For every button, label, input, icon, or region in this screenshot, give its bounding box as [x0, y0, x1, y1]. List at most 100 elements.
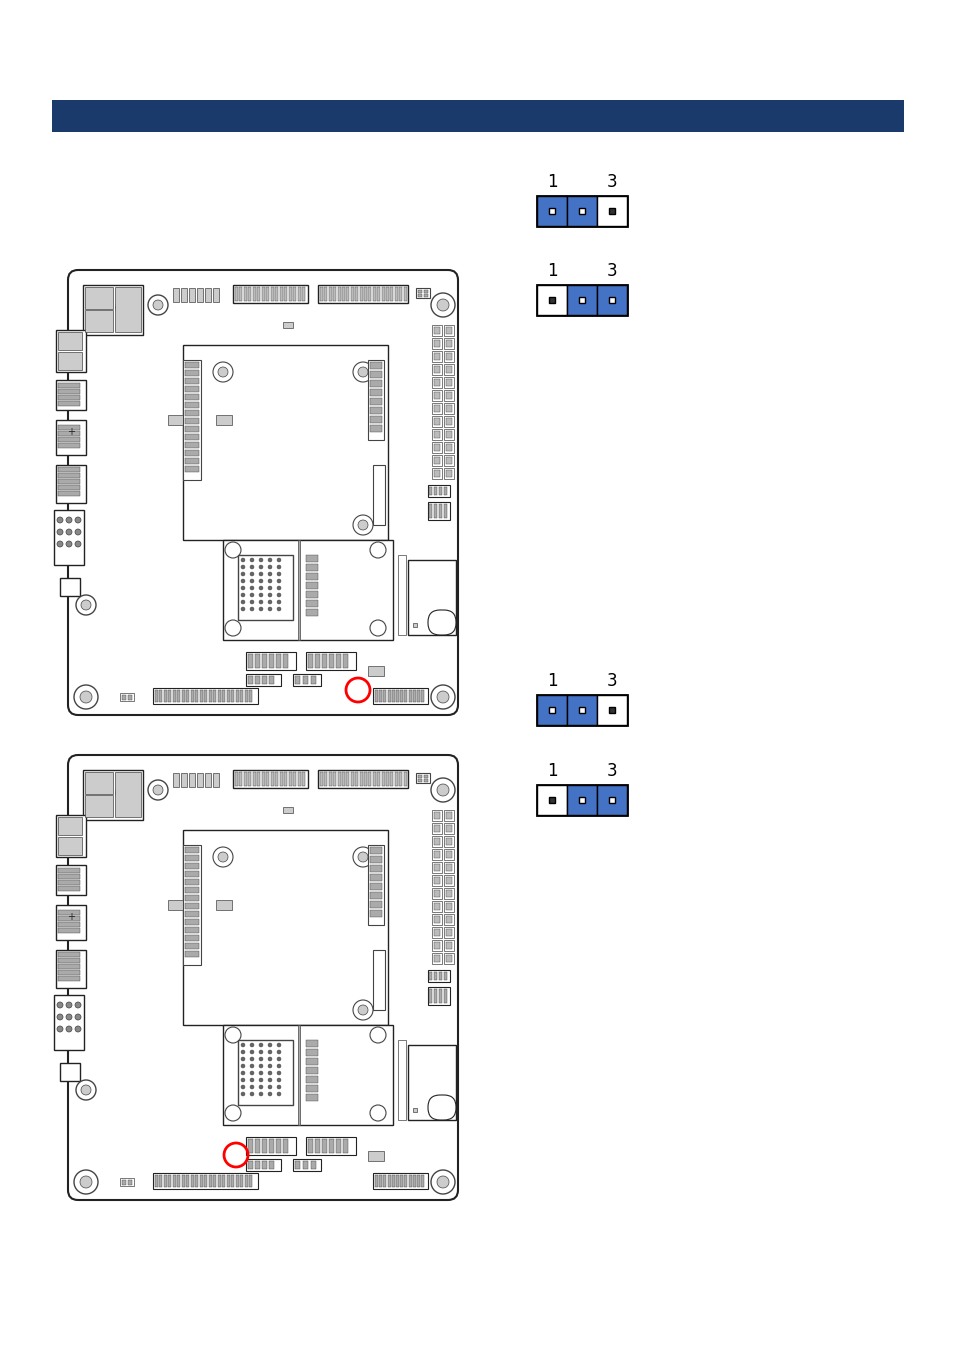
Bar	[359, 772, 362, 786]
Bar	[185, 386, 199, 391]
Bar	[269, 1161, 274, 1169]
Circle shape	[57, 517, 63, 522]
Bar	[185, 863, 199, 869]
Bar	[429, 972, 432, 980]
Bar	[185, 441, 199, 448]
Circle shape	[258, 558, 263, 562]
Bar	[233, 769, 308, 788]
Bar	[423, 290, 428, 293]
Bar	[446, 850, 452, 859]
Bar	[446, 811, 452, 819]
Bar	[209, 1174, 212, 1187]
Bar	[289, 772, 292, 786]
Bar	[417, 775, 421, 778]
Bar	[283, 807, 293, 813]
Bar	[417, 779, 421, 782]
Bar	[200, 690, 203, 702]
Bar	[446, 890, 452, 896]
Bar	[432, 849, 441, 860]
Bar	[83, 285, 143, 335]
Bar	[280, 772, 283, 786]
Bar	[443, 325, 454, 336]
Bar	[432, 377, 441, 387]
Bar	[262, 653, 267, 668]
Bar	[308, 653, 313, 668]
Bar	[85, 310, 112, 332]
Bar	[413, 1174, 416, 1187]
Bar	[434, 487, 436, 495]
Circle shape	[258, 1057, 263, 1061]
Bar	[443, 364, 454, 375]
Circle shape	[353, 362, 373, 382]
Circle shape	[225, 620, 241, 636]
Bar	[373, 772, 375, 786]
Circle shape	[268, 1079, 272, 1081]
Circle shape	[258, 586, 263, 590]
Bar	[537, 196, 626, 225]
Circle shape	[81, 599, 91, 610]
Bar	[446, 340, 452, 347]
Bar	[185, 378, 199, 383]
Bar	[308, 1139, 313, 1153]
Bar	[608, 707, 615, 713]
Bar	[434, 811, 439, 819]
Circle shape	[258, 599, 263, 603]
Bar	[434, 504, 436, 518]
Bar	[185, 458, 199, 464]
Bar	[329, 288, 332, 301]
Bar	[58, 910, 80, 915]
Bar	[392, 690, 395, 702]
Bar	[185, 895, 199, 900]
Bar	[172, 1174, 175, 1187]
Bar	[432, 390, 441, 401]
Circle shape	[357, 852, 368, 863]
Bar	[376, 772, 380, 786]
Bar	[58, 880, 80, 886]
Bar	[370, 416, 381, 423]
Bar	[205, 774, 211, 787]
Bar	[257, 288, 260, 301]
Bar	[58, 922, 80, 927]
Bar	[248, 1139, 253, 1153]
Bar	[324, 772, 327, 786]
Bar	[446, 392, 452, 400]
Bar	[314, 1139, 319, 1153]
Bar	[280, 288, 283, 301]
Bar	[566, 196, 597, 225]
Bar	[269, 653, 274, 668]
Bar	[432, 927, 441, 938]
Circle shape	[250, 1092, 253, 1096]
Bar	[368, 360, 384, 440]
Bar	[421, 1174, 424, 1187]
Circle shape	[225, 1106, 241, 1120]
Text: 3: 3	[606, 761, 617, 780]
Circle shape	[258, 1050, 263, 1054]
Bar	[271, 772, 274, 786]
Bar	[443, 927, 454, 938]
Bar	[185, 418, 199, 424]
Bar	[364, 772, 367, 786]
Bar	[185, 855, 199, 861]
Bar	[185, 911, 199, 917]
Bar	[306, 1058, 317, 1065]
Circle shape	[218, 367, 228, 377]
Bar	[395, 288, 397, 301]
Bar	[58, 472, 80, 478]
Circle shape	[75, 517, 81, 522]
Bar	[337, 772, 340, 786]
Bar	[58, 437, 80, 441]
Bar	[234, 288, 237, 301]
Bar	[548, 208, 555, 215]
Bar	[185, 944, 199, 949]
Circle shape	[218, 852, 228, 863]
Bar	[443, 338, 454, 350]
Bar	[434, 352, 439, 360]
Bar	[85, 772, 112, 794]
Bar	[446, 366, 452, 373]
Bar	[56, 329, 86, 373]
Bar	[403, 288, 406, 301]
Bar	[232, 1174, 234, 1187]
Circle shape	[436, 784, 449, 796]
Bar	[204, 1174, 208, 1187]
Bar	[443, 900, 454, 913]
